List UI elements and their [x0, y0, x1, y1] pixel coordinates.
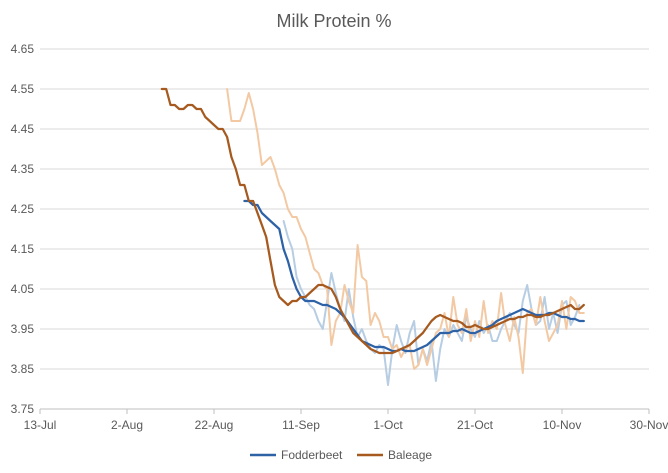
y-axis-ticks: 3.75 3.85 3.95 4.05 4.15 4.25 4.35 4.45 4.55 4.65 [11, 42, 35, 416]
y-tick-label: 4.05 [11, 282, 35, 296]
series-line-baleage-daily [226, 88, 585, 374]
y-tick-label: 4.15 [11, 242, 35, 256]
x-tick-label: 13-Jul [24, 418, 57, 432]
y-tick-label: 4.65 [11, 42, 35, 56]
y-tick-label: 4.35 [11, 162, 35, 176]
x-tick-label: 22-Aug [195, 418, 234, 432]
chart-title: Milk Protein % [276, 11, 391, 31]
y-tick-label: 4.55 [11, 82, 35, 96]
legend-label-baleage: Baleage [388, 448, 432, 462]
series-line-baleage [160, 87, 585, 355]
y-tick-label: 3.95 [11, 322, 35, 336]
gridlines [40, 48, 649, 370]
x-tick-label: 2-Aug [111, 418, 143, 432]
x-axis-ticks: 13-Jul 2-Aug 22-Aug 11-Sep 1-Oct 21-Oct 10-Nov… [24, 409, 668, 432]
series-lines [160, 87, 585, 386]
x-tick-label: 21-Oct [457, 418, 494, 432]
x-tick-label: 10-Nov [543, 418, 582, 432]
x-tick-label: 30-Nov [630, 418, 668, 432]
x-tick-label: 11-Sep [282, 418, 320, 432]
y-tick-label: 4.45 [11, 122, 35, 136]
y-tick-label: 4.25 [11, 202, 35, 216]
y-tick-label: 3.75 [11, 402, 35, 416]
legend: Fodderbeet Baleage [250, 448, 432, 462]
x-tick-label: 1-Oct [373, 418, 403, 432]
y-tick-label: 3.85 [11, 362, 35, 376]
legend-label-fodderbeet: Fodderbeet [281, 448, 343, 462]
